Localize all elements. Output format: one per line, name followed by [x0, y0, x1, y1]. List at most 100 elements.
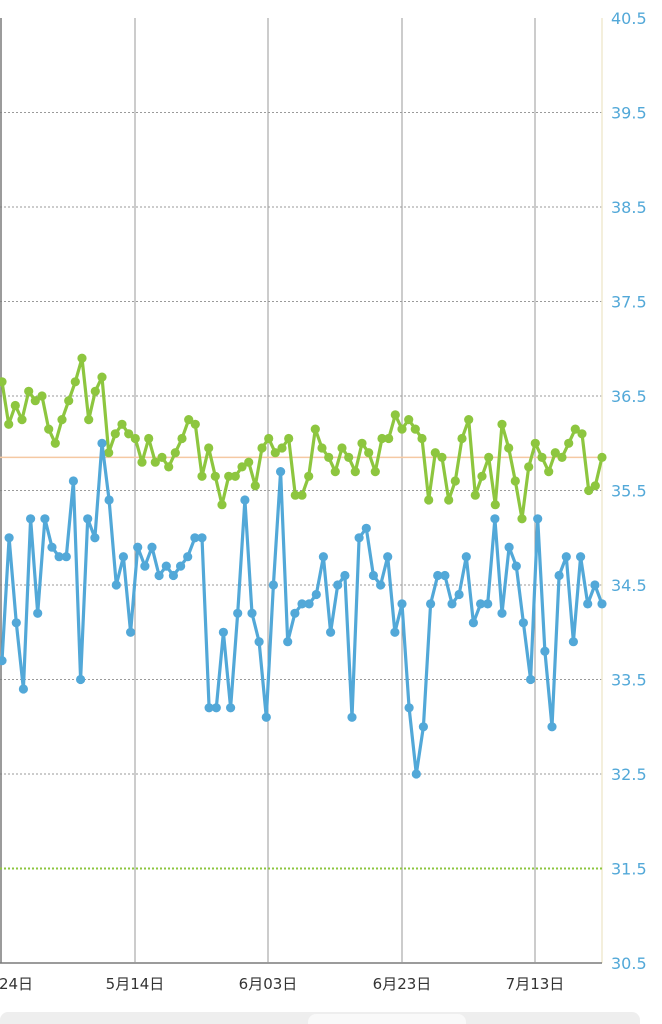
data-point — [84, 415, 94, 425]
data-point — [440, 570, 450, 581]
data-point — [340, 570, 350, 581]
data-point — [457, 433, 467, 444]
data-point — [283, 637, 293, 647]
data-point — [18, 684, 28, 694]
data-point — [426, 599, 436, 609]
data-point — [561, 552, 571, 562]
data-point — [204, 443, 214, 453]
data-point — [544, 467, 554, 477]
data-point — [337, 443, 347, 453]
data-point — [326, 627, 336, 637]
data-point — [404, 703, 414, 713]
data-point — [150, 457, 160, 467]
data-point — [324, 452, 334, 462]
data-point — [224, 471, 234, 481]
data-point — [390, 410, 400, 420]
data-point — [517, 514, 527, 524]
data-point — [490, 514, 500, 524]
bottom-panel-handle[interactable] — [308, 1014, 466, 1024]
data-point — [177, 433, 187, 444]
data-point — [497, 608, 507, 618]
data-point — [210, 471, 220, 481]
data-point — [230, 471, 240, 481]
data-point — [90, 533, 100, 543]
data-point — [284, 433, 294, 444]
data-point — [317, 443, 327, 453]
data-point — [233, 608, 243, 618]
data-point — [344, 452, 354, 462]
data-point — [11, 618, 21, 628]
data-point — [404, 415, 414, 425]
data-point — [364, 448, 374, 458]
data-point — [347, 712, 357, 722]
x-axis: 24日 5月14日 6月03日 6月23日 7月13日 — [0, 975, 564, 993]
y-tick-label: 32.5 — [611, 765, 647, 784]
data-point — [290, 490, 300, 500]
data-point — [468, 618, 478, 628]
data-point — [4, 419, 14, 429]
data-point — [261, 712, 271, 722]
y-tick-label: 34.5 — [611, 576, 647, 595]
data-point — [290, 608, 300, 618]
data-point — [476, 599, 486, 609]
data-point — [77, 353, 87, 363]
data-point — [26, 514, 36, 524]
data-point — [583, 599, 593, 609]
data-point — [430, 448, 440, 458]
data-point — [477, 471, 487, 481]
data-point — [547, 722, 557, 732]
data-point — [383, 552, 393, 562]
data-point — [461, 552, 471, 562]
data-point — [568, 637, 579, 647]
data-point — [417, 433, 427, 444]
data-point — [168, 570, 178, 581]
data-point — [197, 471, 207, 481]
data-point — [68, 476, 78, 486]
data-point — [197, 533, 207, 543]
data-point — [33, 608, 43, 618]
data-point — [161, 561, 171, 571]
data-point — [217, 500, 227, 510]
data-point — [164, 462, 174, 472]
data-point — [90, 386, 100, 396]
data-point — [184, 415, 194, 425]
data-point — [297, 490, 307, 500]
data-point — [97, 372, 107, 382]
data-point — [257, 443, 267, 453]
data-point — [76, 674, 86, 685]
data-point — [484, 452, 494, 462]
data-point — [530, 438, 540, 448]
data-point — [118, 552, 128, 562]
data-point — [124, 429, 134, 439]
data-point — [357, 438, 367, 448]
data-point — [297, 599, 307, 609]
data-point — [147, 542, 157, 552]
data-point — [0, 656, 7, 666]
data-point — [137, 457, 147, 467]
y-tick-label: 38.5 — [611, 198, 647, 217]
data-point — [411, 769, 421, 779]
y-tick-label: 37.5 — [611, 293, 647, 312]
data-point — [447, 599, 457, 609]
data-point — [554, 570, 564, 581]
data-point — [590, 481, 600, 491]
data-point — [61, 552, 71, 562]
data-point — [318, 552, 328, 562]
data-point — [268, 580, 278, 590]
data-point — [424, 495, 434, 505]
data-point — [50, 438, 60, 448]
data-point — [111, 580, 121, 590]
data-point — [526, 674, 536, 685]
y-tick-label: 31.5 — [611, 860, 647, 879]
data-point — [577, 429, 587, 439]
data-point — [37, 391, 47, 401]
grid-layer — [0, 18, 603, 964]
x-tick-label: 6月03日 — [239, 975, 298, 993]
data-point — [264, 433, 274, 444]
data-point — [110, 429, 120, 439]
data-point — [590, 580, 600, 590]
data-point — [450, 476, 460, 486]
x-tick-label: 24日 — [0, 975, 33, 993]
data-point — [57, 415, 67, 425]
series-layer — [0, 353, 607, 779]
